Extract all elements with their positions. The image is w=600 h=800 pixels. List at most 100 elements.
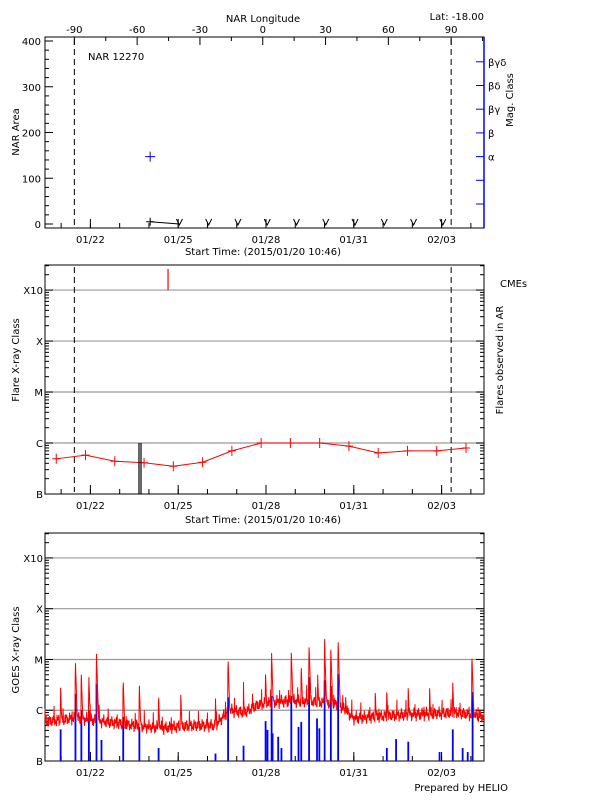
area-point-down-arrow [205,218,213,227]
plot-frame [44,264,485,495]
top-tick-label: 90 [445,25,458,36]
latitude-label: Lat: -18.00 [430,12,484,23]
mag-class-point [145,151,156,162]
short-channel-bar [138,726,141,761]
y-tick-label: 0 [35,220,41,231]
flare-class-point [461,442,470,453]
x-tick-label: 01/31 [339,501,368,512]
short-channel-bar [466,752,469,761]
short-channel-bar [395,739,397,761]
x-tick-label: 02/03 [427,768,456,779]
x-axis-label: Start Time: (2015/01/20 10:46) [185,515,341,526]
area-point-down-arrow [175,218,183,227]
short-channel-bar [329,686,332,761]
right-axis-label: Flares observed in AR [495,306,506,415]
short-channel-bar [290,696,293,761]
short-channel-bar [471,691,474,761]
x-tick-label: 01/31 [339,768,368,779]
y-tick-label: 200 [22,129,41,140]
y-tick-label: 100 [22,174,41,185]
x-tick-label: 01/25 [164,768,193,779]
flare-class-point [110,456,119,467]
flare-class-point [198,457,207,468]
short-channel-bar [461,748,464,761]
y-tick-label: X [36,605,43,616]
short-channel-bar [407,741,410,761]
y-tick-label: M [34,388,43,399]
short-channel-bar [122,716,125,761]
x-tick-label: 02/03 [427,501,456,512]
short-channel-bar [242,745,245,761]
short-channel-bar [157,748,160,761]
y-tick-label: X10 [23,286,43,297]
y-axis-label: Flare X-ray Class [11,318,22,402]
y-tick-label: 400 [22,37,41,48]
x-tick-label: 01/28 [252,501,281,512]
x-tick-label: 02/03 [427,235,456,246]
flare-class-point [403,445,412,456]
short-channel-bar [308,677,310,761]
short-channel-bar [318,728,321,761]
y-tick-label: X [36,337,43,348]
short-channel-bar [385,748,388,761]
area-point-down-arrow [234,218,242,227]
x-tick-label: 01/22 [76,501,105,512]
x-tick-label: 01/28 [252,768,281,779]
top-tick-label: 30 [319,25,332,36]
flare-class-point [286,438,295,449]
flare-class-point [344,441,353,452]
area-point-down-arrow [293,218,300,227]
x-tick-label: 01/25 [164,235,193,246]
x-tick-label: 01/22 [76,768,105,779]
flare-class-point [169,461,178,472]
y-tick-label: 300 [22,83,41,94]
chart-title: NAR 12270 [88,52,144,63]
short-channel-bar [270,696,273,761]
area-point-down-arrow [322,218,330,227]
x-tick-label: 01/25 [164,501,193,512]
short-channel-bar [214,753,217,761]
short-channel-bar [300,721,303,761]
flare-class-point [52,453,61,464]
short-channel-bar [95,683,98,761]
y-axis-label: GOES X-ray Class [11,606,22,693]
top-tick-label: -60 [129,25,145,36]
x-tick-label: 01/31 [339,235,368,246]
long-channel-line [44,638,485,736]
x-axis-label: Start Time: (2015/01/20 10:46) [185,247,341,258]
cme-label: CMEs [500,279,527,290]
area-line [150,221,180,225]
short-channel-bar [59,729,62,761]
x-tick-label: 01/28 [252,235,281,246]
flare-class-point [374,447,383,458]
short-channel-bar [271,733,274,761]
area-point-down-arrow [263,218,271,227]
short-channel-bar [87,710,90,761]
short-channel-bar [80,710,83,761]
short-channel-bar [316,718,318,761]
mag-class-tick-label: βγδ [488,58,506,69]
flare-class-point [257,438,266,449]
top-tick-label: -30 [192,25,208,36]
area-point-down-arrow [439,218,447,227]
area-point-down-arrow [410,218,418,227]
y-tick-label: C [36,706,43,717]
mag-class-tick-label: β [488,129,494,140]
short-channel-bar [100,739,103,761]
area-point-plus [146,217,155,226]
mag-class-tick-label: βδ [488,82,501,93]
short-channel-bar [280,748,283,761]
y-axis-label: NAR Area [11,108,22,155]
area-point-down-arrow [351,218,359,227]
flare-class-point [81,450,90,461]
flare-class-point [227,445,236,456]
short-channel-bar [277,736,280,761]
area-point-down-arrow [380,218,388,227]
mag-class-tick-label: βγ [488,105,500,116]
flare-class-point [315,438,324,449]
mag-class-axis-label: Mag. Class [505,73,516,127]
short-channel-bar [297,726,300,761]
mag-class-tick-label: α [488,153,495,164]
